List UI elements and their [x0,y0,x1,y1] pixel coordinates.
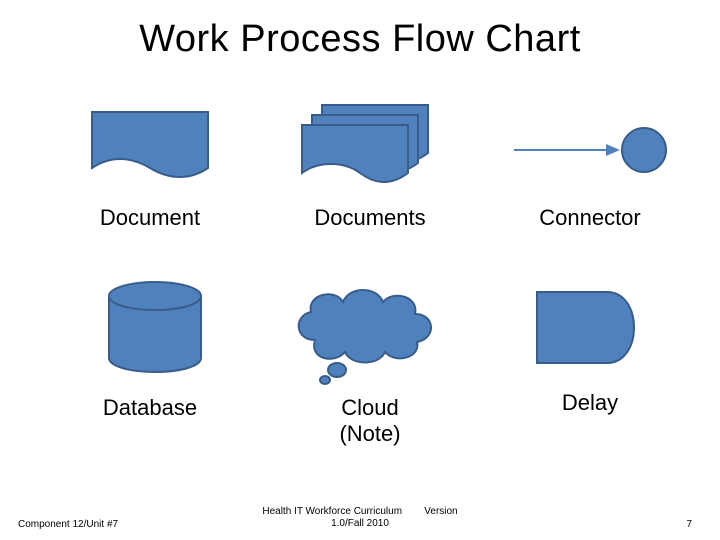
database-shape [105,280,205,375]
documents-label: Documents [280,205,460,231]
document-label: Document [60,205,240,231]
cloud-label: Cloud (Note) [280,395,460,448]
footer-center-line2: 1.0/Fall 2010 [331,518,389,529]
delay-shape [535,290,645,365]
footer-page-number: 7 [686,519,692,530]
page-title: Work Process Flow Chart [0,18,720,61]
delay-label: Delay [500,390,680,416]
connector-shape [510,120,670,180]
document-shape [90,110,210,185]
documents-shape [300,103,440,193]
footer-center: Health IT Workforce Curriculum Version 1… [0,506,720,530]
cloud-shape [285,280,445,385]
footer-center-line1: Health IT Workforce Curriculum [262,506,402,517]
footer-version-label: Version [424,506,457,517]
database-label: Database [60,395,240,421]
connector-label: Connector [500,205,680,231]
